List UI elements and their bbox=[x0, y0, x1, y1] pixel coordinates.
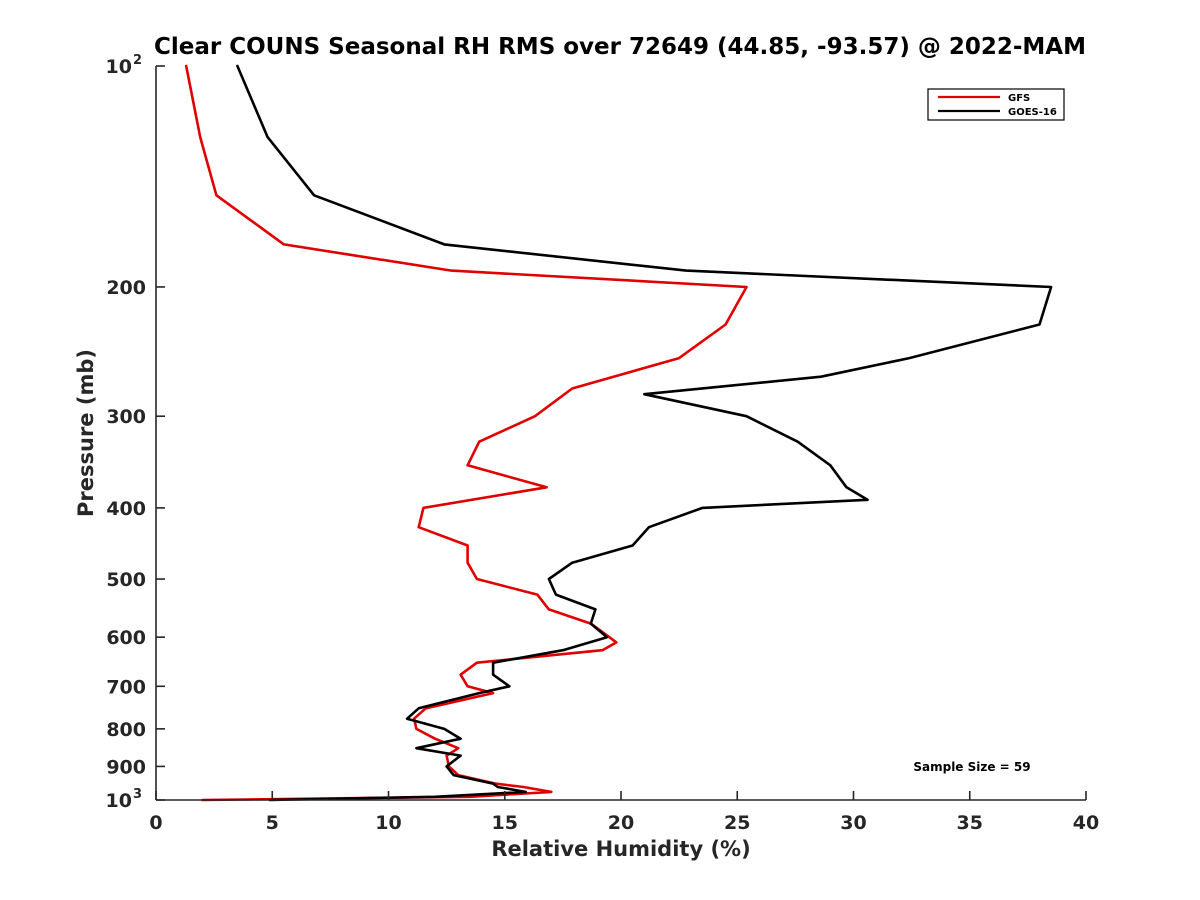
legend-box bbox=[927, 88, 1065, 121]
y-axis-label: Pressure (mb) bbox=[74, 349, 98, 517]
legend-label-gfs: GFS bbox=[1008, 93, 1030, 104]
x-axis-ticks: 0 5 10 15 20 25 30 35 40 bbox=[149, 791, 1099, 834]
chart-title: Clear COUNS Seasonal RH RMS over 72649 (… bbox=[154, 34, 1086, 60]
series-line-goes16 bbox=[236, 64, 1053, 802]
y-tick-label: 400 bbox=[106, 498, 146, 520]
y-tick-label: 900 bbox=[106, 756, 146, 778]
y-tick-label-exponent: 2 bbox=[133, 53, 142, 68]
y-tick-label-power: 10 bbox=[106, 56, 132, 78]
series-layer bbox=[184, 64, 1053, 802]
legend-label-goes16: GOES-16 bbox=[1008, 107, 1057, 118]
x-tick-label: 40 bbox=[1073, 812, 1099, 834]
y-tick-label: 800 bbox=[106, 719, 146, 741]
sample-size-annotation: Sample Size = 59 bbox=[913, 760, 1030, 774]
x-tick-label: 35 bbox=[957, 812, 983, 834]
y-tick-label-power: 10 bbox=[106, 790, 132, 812]
x-tick-label: 30 bbox=[840, 812, 866, 834]
y-tick-label: 500 bbox=[106, 569, 146, 591]
x-tick-label: 10 bbox=[375, 812, 401, 834]
x-tick-label: 5 bbox=[266, 812, 279, 834]
x-axis-label: Relative Humidity (%) bbox=[491, 837, 750, 861]
x-tick-label: 20 bbox=[608, 812, 634, 834]
y-tick-label: 200 bbox=[106, 277, 146, 299]
x-tick-label: 15 bbox=[492, 812, 518, 834]
y-tick-label: 700 bbox=[106, 676, 146, 698]
x-tick-label: 25 bbox=[724, 812, 750, 834]
y-tick-label: 300 bbox=[106, 406, 146, 428]
plot-area bbox=[156, 66, 1086, 800]
y-tick-label-exponent: 3 bbox=[133, 787, 142, 802]
x-tick-label: 0 bbox=[149, 812, 162, 834]
legend: GFS GOES-16 bbox=[927, 88, 1065, 121]
y-tick-label: 600 bbox=[106, 627, 146, 649]
